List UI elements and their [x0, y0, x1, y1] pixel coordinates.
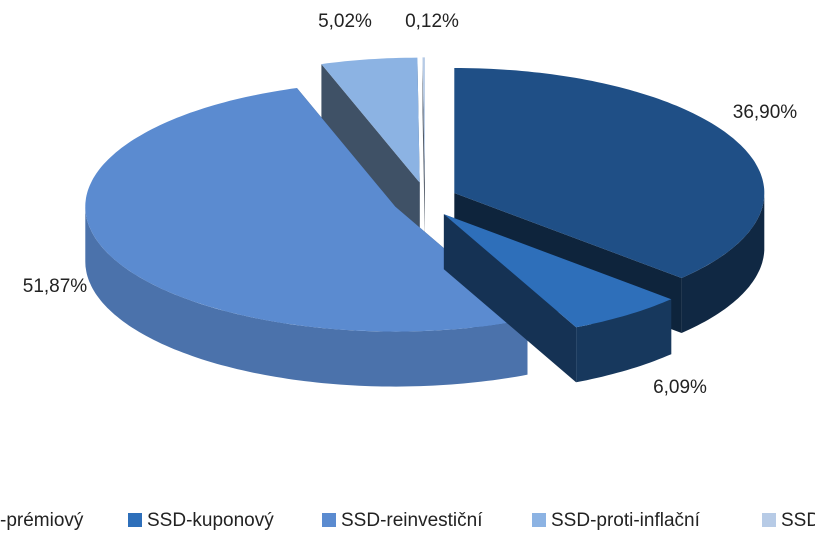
data-label: 51,87%: [23, 276, 88, 297]
slice: [85, 88, 528, 387]
data-label: 6,09%: [653, 377, 707, 398]
legend-swatch: [128, 513, 142, 527]
slice-side: [576, 299, 672, 383]
data-label: 5,02%: [318, 11, 372, 32]
legend-label: SSD-reinvestiční: [341, 510, 483, 531]
slice: [443, 214, 672, 383]
slice-wall: [321, 64, 420, 238]
slice-top: [321, 57, 420, 183]
legend-swatch: [532, 513, 546, 527]
slice-side: [85, 206, 528, 387]
data-label: 0,12%: [405, 11, 459, 32]
slice-wall: [443, 214, 577, 383]
legend-label: -prémiový: [0, 510, 84, 531]
slice-top: [443, 214, 672, 328]
legend-swatch: [762, 513, 776, 527]
legend-swatch: [322, 513, 336, 527]
slice: [422, 57, 425, 238]
legend-label: SSD: [781, 510, 815, 531]
legend-label: SSD-proti-inflační: [551, 510, 701, 531]
slice-top: [422, 57, 425, 183]
slice-top: [454, 68, 765, 278]
slice-wall: [422, 57, 425, 238]
slice: [321, 57, 420, 238]
slice-top: [85, 88, 528, 332]
legend-label: SSD-kuponový: [147, 510, 274, 531]
data-label: 36,90%: [733, 102, 798, 123]
slice-side: [681, 193, 765, 333]
